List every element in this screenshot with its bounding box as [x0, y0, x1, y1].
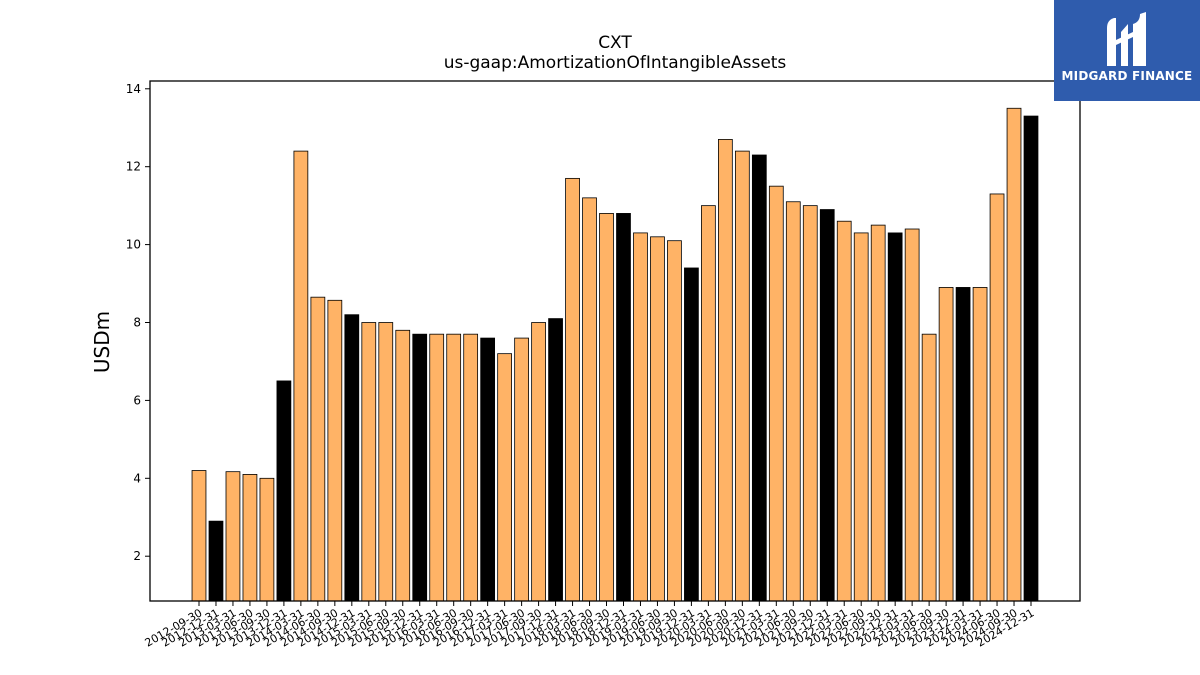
bar-2018-09-30 — [599, 213, 614, 602]
bar-2019-09-30 — [667, 240, 682, 602]
bar-2019-06-30 — [650, 236, 665, 602]
bar-2024-06-30 — [989, 193, 1005, 602]
y-tick-label: 4 — [133, 471, 141, 485]
bar-2016-09-30 — [463, 333, 479, 602]
bar-2018-06-30 — [582, 197, 597, 602]
bar-2022-09-30 — [870, 224, 886, 602]
bar-2023-12-31 — [955, 287, 971, 602]
bar-2022-06-30 — [853, 232, 869, 602]
bar-2015-06-30 — [378, 322, 394, 602]
bar-2018-03-31 — [565, 177, 580, 602]
bars-group — [191, 107, 1039, 602]
y-tick-label: 10 — [126, 238, 141, 252]
bar-2020-09-30 — [734, 150, 750, 602]
bar-2012-12-31 — [208, 520, 224, 602]
x-axis: 2012-09-302012-12-312013-03-312013-06-30… — [143, 601, 1037, 650]
bar-2013-09-30 — [259, 477, 275, 602]
bar-2014-06-30 — [310, 296, 326, 602]
bar-2022-03-31 — [836, 220, 852, 602]
bar-2019-12-31 — [684, 267, 699, 602]
bar-2023-03-31 — [904, 228, 920, 602]
bar-2023-09-30 — [938, 287, 954, 602]
bar-2021-09-30 — [802, 205, 818, 602]
bar-2016-12-31 — [480, 337, 496, 602]
bar-2018-12-31 — [616, 213, 631, 602]
bar-2020-12-31 — [751, 154, 767, 602]
bar-2020-06-30 — [718, 139, 733, 602]
bar-2017-03-31 — [497, 353, 512, 602]
plot-frame — [149, 80, 1081, 602]
bar-2021-03-31 — [768, 185, 784, 602]
bar-2015-03-31 — [361, 322, 377, 602]
bar-2023-06-30 — [921, 333, 937, 602]
bar-2024-03-31 — [972, 287, 988, 602]
bar-2021-06-30 — [785, 201, 801, 602]
bar-2024-09-30 — [1006, 107, 1022, 602]
bar-2020-03-31 — [701, 205, 716, 602]
bar-2021-12-31 — [819, 209, 835, 602]
bar-2015-12-31 — [412, 333, 428, 602]
bar-2013-12-31 — [276, 380, 292, 602]
bar-2017-09-30 — [531, 322, 546, 602]
chart-title: CXT — [598, 33, 632, 53]
bar-2014-03-31 — [293, 150, 309, 602]
bar-2012-09-30 — [191, 470, 207, 602]
bar-2014-09-30 — [327, 299, 343, 602]
y-tick-label: 2 — [133, 549, 141, 563]
bar-2022-12-31 — [887, 232, 903, 602]
bar-2017-06-30 — [514, 337, 529, 602]
y-axis: 2 4 6 8 10 12 14 — [126, 82, 150, 563]
bar-2015-09-30 — [395, 329, 411, 602]
bar-2014-12-31 — [344, 314, 360, 602]
bar-2024-12-31 — [1023, 115, 1039, 602]
y-axis-label: USDm — [90, 311, 114, 373]
bar-2013-03-31 — [225, 471, 241, 602]
y-tick-label: 6 — [133, 393, 141, 407]
y-tick-label: 14 — [126, 82, 141, 96]
bar-2017-12-31 — [548, 318, 563, 602]
logo-text: MIDGARD FINANCE — [1061, 69, 1193, 83]
bar-2016-06-30 — [446, 333, 462, 602]
bar-2013-06-30 — [242, 474, 258, 602]
midgard-logo-icon — [1107, 12, 1146, 66]
y-tick-label: 12 — [126, 160, 141, 174]
y-tick-label: 8 — [133, 315, 141, 329]
brand-logo: MIDGARD FINANCE — [1054, 0, 1200, 101]
bar-2019-03-31 — [633, 232, 648, 602]
chart-subtitle: us-gaap:AmortizationOfIntangibleAssets — [444, 53, 787, 73]
bar-2016-03-31 — [429, 333, 445, 602]
